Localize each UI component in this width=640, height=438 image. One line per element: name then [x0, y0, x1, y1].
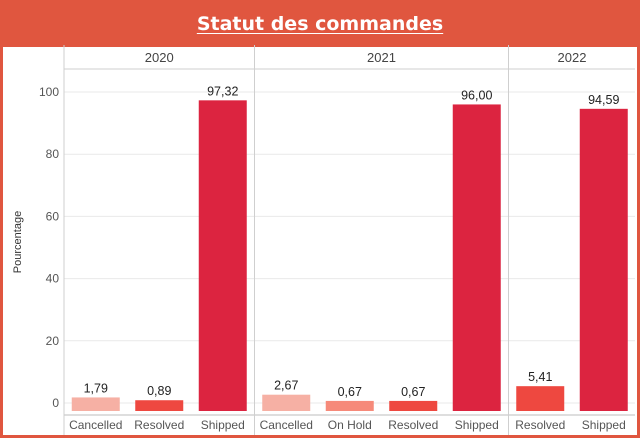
y-tick-label: 0 — [52, 396, 59, 410]
y-tick-label: 40 — [46, 272, 60, 286]
x-tick-label: Shipped — [201, 418, 245, 432]
y-tick-label: 20 — [46, 334, 60, 348]
y-axis-title: Pourcentage — [12, 211, 24, 273]
bar-2021-shipped — [452, 104, 501, 411]
x-tick-label: Cancelled — [260, 418, 313, 432]
bar-2021-resolved — [389, 400, 438, 411]
bar-2020-cancelled — [71, 397, 120, 411]
panel-title-2021: 2021 — [367, 50, 396, 65]
data-label: 5,41 — [528, 370, 552, 384]
panel-title-2020: 2020 — [145, 50, 174, 65]
bar-2021-cancelled — [262, 394, 311, 411]
data-label: 2,67 — [274, 379, 298, 393]
data-label: 97,32 — [207, 84, 238, 98]
panel-title-2022: 2022 — [558, 50, 587, 65]
data-label: 0,67 — [338, 385, 362, 399]
y-tick-label: 100 — [39, 85, 59, 99]
bar-2022-shipped — [579, 108, 628, 411]
y-tick-label: 80 — [46, 147, 60, 161]
bar-2020-resolved — [135, 400, 184, 411]
x-tick-label: Resolved — [134, 418, 184, 432]
data-label: 96,00 — [461, 88, 492, 102]
x-tick-label: Shipped — [582, 418, 626, 432]
data-label: 1,79 — [84, 381, 108, 395]
bar-chart: 0 20 40 60 80 100 Pourcentage 2020 1,79 Cancelled… — [12, 45, 635, 435]
x-tick-label: Shipped — [455, 418, 499, 432]
data-label: 0,67 — [401, 385, 425, 399]
bar-2022-resolved — [516, 386, 565, 411]
bar-2020-shipped — [198, 100, 247, 411]
y-tick-label: 60 — [46, 209, 60, 223]
x-tick-label: Resolved — [388, 418, 438, 432]
x-tick-label: Cancelled — [69, 418, 122, 432]
data-label: 0,89 — [147, 384, 171, 398]
bar-2021-on-hold — [325, 400, 374, 411]
chart-title: Statut des commandes — [196, 13, 444, 35]
x-tick-label: On Hold — [328, 418, 372, 432]
x-tick-label: Resolved — [515, 418, 565, 432]
data-label: 94,59 — [588, 93, 619, 107]
title-bar: Statut des commandes — [3, 3, 637, 47]
